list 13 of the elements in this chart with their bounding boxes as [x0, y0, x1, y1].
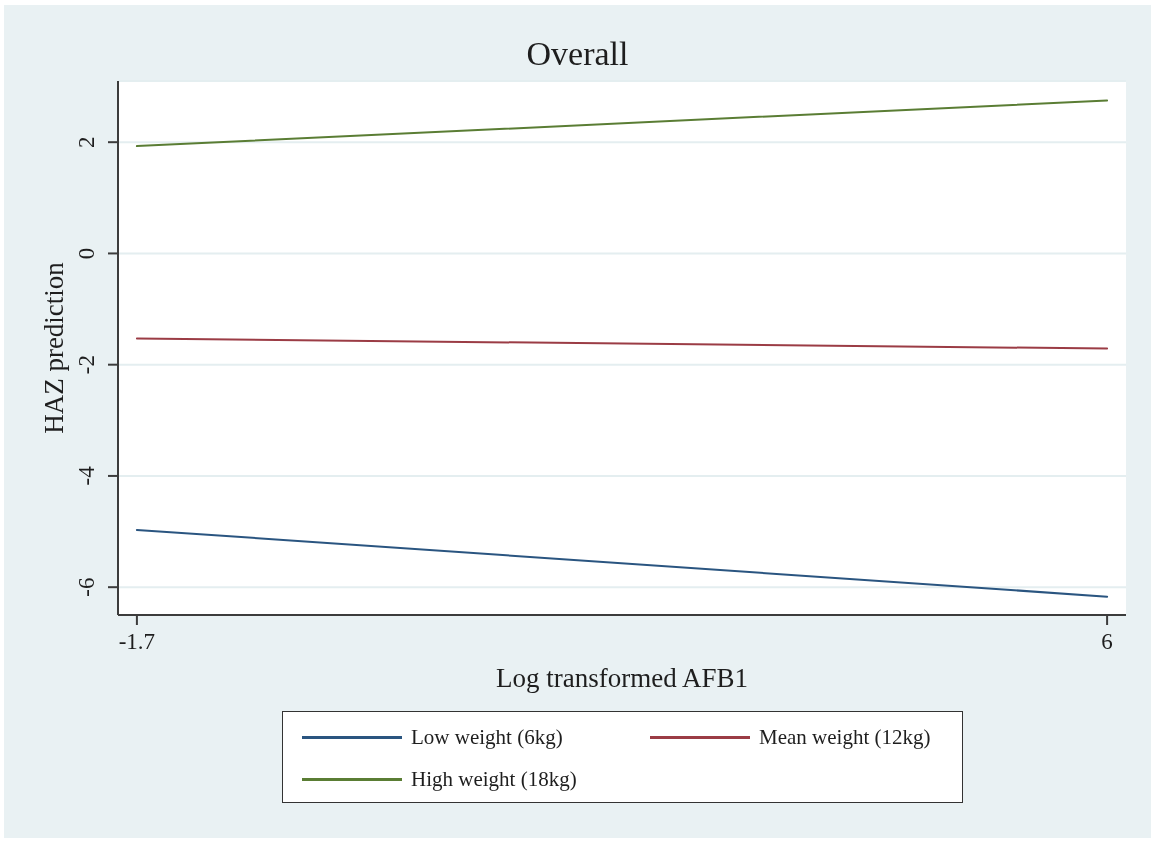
- y-tick-label: -2: [74, 355, 99, 375]
- legend-label: Mean weight (12kg): [759, 724, 931, 750]
- legend-label: High weight (18kg): [411, 766, 577, 792]
- x-axis-title: Log transformed AFB1: [496, 663, 748, 693]
- y-tick-label: -4: [74, 465, 99, 486]
- chart-title: Overall: [525, 34, 630, 74]
- legend-label: Low weight (6kg): [411, 724, 563, 750]
- x-tick-label: -1.7: [118, 629, 156, 654]
- y-tick-label: 2: [74, 136, 99, 148]
- x-tick-label: 6: [1101, 629, 1113, 654]
- y-tick-label: -6: [74, 577, 99, 597]
- y-axis-title: HAZ prediction: [39, 261, 69, 434]
- y-tick-label: 0: [74, 247, 99, 260]
